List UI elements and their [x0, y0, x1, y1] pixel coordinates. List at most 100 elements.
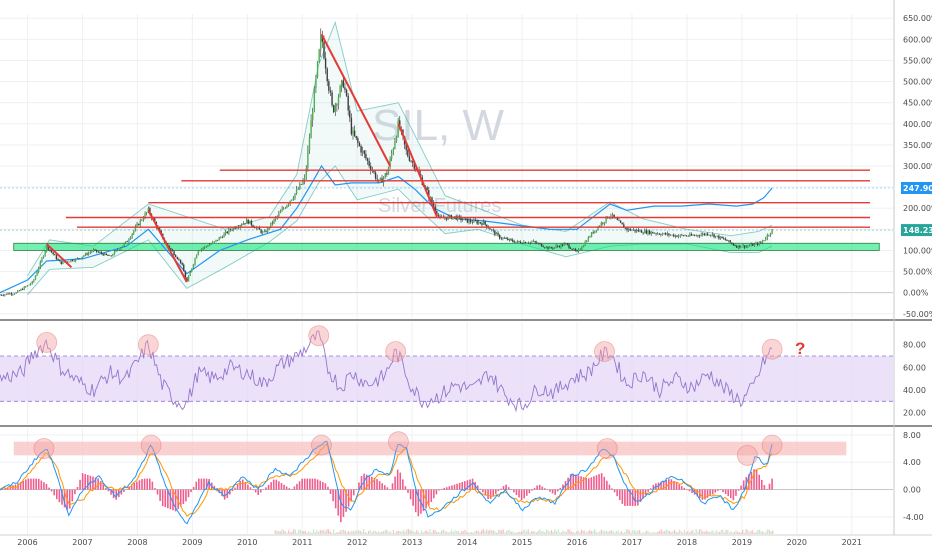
candle-body [0, 294, 3, 296]
candle-body [137, 223, 140, 226]
x-tick-label: 2017 [622, 538, 642, 547]
candle-body [594, 230, 596, 234]
price-pane[interactable] [0, 20, 893, 297]
volume-bar [529, 532, 531, 534]
candle-body [752, 244, 754, 246]
candle-body [87, 252, 90, 255]
volume-bar [700, 529, 702, 534]
candle-body [47, 245, 50, 250]
candle-body [136, 223, 138, 227]
volume-bar [685, 532, 687, 534]
histogram-bar [324, 483, 327, 490]
histogram-bar [161, 489, 164, 507]
histogram-bar [737, 489, 740, 491]
histogram-bar [270, 482, 272, 490]
candle-body [490, 229, 493, 231]
histogram-bar [396, 469, 399, 490]
histogram-bar [621, 489, 624, 504]
candle-body [663, 233, 665, 234]
volume-bar [617, 530, 619, 534]
volume-bar [597, 532, 599, 534]
volume-bar [281, 529, 283, 534]
volume-bar [308, 531, 310, 534]
candle-body [466, 218, 469, 223]
volume-bar [757, 530, 759, 534]
histogram-bar [350, 489, 352, 502]
volume-bar [640, 532, 642, 534]
histogram-bar [239, 480, 241, 490]
candle-body [308, 138, 311, 150]
candle-body [611, 214, 614, 217]
volume-bar [730, 531, 732, 534]
candle-body [62, 261, 64, 264]
candle-body [731, 242, 733, 244]
volume-bar [585, 532, 588, 534]
volume-bar [426, 530, 428, 534]
histogram-bar [148, 478, 151, 490]
candle-body [698, 235, 701, 237]
volume-bar [702, 531, 704, 534]
volume-bar [765, 531, 767, 534]
price-y-tick: 0.00% [903, 289, 929, 298]
candle-body [75, 258, 77, 261]
candle-body [661, 233, 664, 236]
histogram-bar [647, 489, 649, 492]
histogram-bar [533, 488, 536, 490]
candle-body [507, 238, 509, 241]
candle-body [115, 250, 117, 252]
rsi-peak-marker-3 [385, 341, 407, 362]
price-y-tick: 500.00% [903, 78, 932, 87]
price-badge [901, 181, 932, 194]
volume-bar [313, 529, 315, 534]
histogram-bar [355, 488, 358, 490]
volume-bar [728, 532, 731, 534]
candle-body [687, 236, 689, 237]
candle-body [170, 248, 172, 250]
candle-body [181, 262, 183, 265]
volume-bar [309, 532, 311, 534]
volume-bar [725, 529, 727, 534]
volume-bar [274, 530, 276, 534]
histogram-bar [386, 487, 389, 490]
candle-body [286, 205, 288, 208]
osc2-peak-marker-1 [140, 434, 162, 456]
candle-body [697, 235, 699, 236]
candle-body [586, 241, 588, 243]
histogram-bar [74, 489, 76, 495]
candle-body [581, 247, 583, 250]
histogram-bar [484, 489, 487, 496]
volume-bar [534, 531, 536, 534]
oscillator-1-pane[interactable] [0, 325, 893, 413]
histogram-bar [164, 489, 167, 508]
histogram-bar [464, 481, 466, 490]
volume-bar [732, 532, 734, 534]
histogram-bar [76, 486, 79, 490]
histogram-bar [365, 474, 368, 490]
candle-body [315, 76, 317, 89]
histogram-bar [213, 485, 216, 490]
candle-body [718, 235, 720, 239]
volume-bar [703, 532, 706, 534]
volume-bar [635, 531, 637, 534]
oscillator-2-pane[interactable] [0, 431, 893, 534]
candle-body [228, 229, 230, 234]
volume-bar [404, 531, 406, 534]
candle-body [229, 229, 232, 230]
volume-bar [406, 529, 408, 534]
volume-bar [554, 529, 556, 534]
volume-bar [474, 531, 476, 534]
histogram-bar [293, 486, 296, 490]
candle-body [212, 241, 214, 244]
histogram-bar [585, 477, 587, 490]
volume-bar [431, 532, 433, 534]
volume-bar [466, 531, 468, 534]
histogram-bar [283, 484, 285, 490]
histogram-bar [531, 489, 533, 491]
volume-bar [334, 532, 336, 534]
histogram-bar [32, 478, 35, 490]
volume-bar [401, 531, 403, 534]
candle-body [223, 233, 225, 238]
candle-body [732, 243, 735, 246]
candle-body [128, 239, 130, 242]
